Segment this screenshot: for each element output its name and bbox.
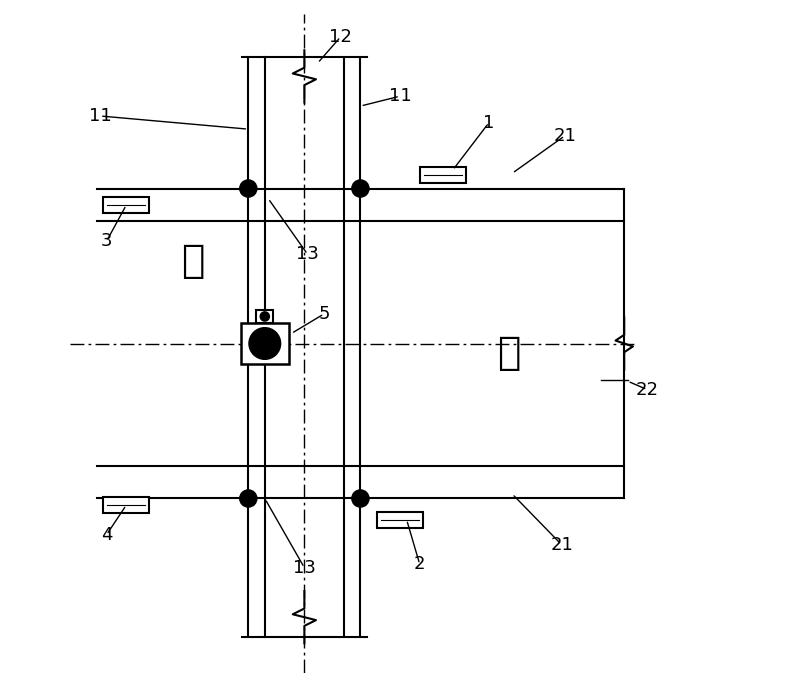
Bar <box>241 323 289 364</box>
Bar <box>103 497 150 513</box>
Text: 4: 4 <box>101 526 112 544</box>
Text: 13: 13 <box>296 245 319 264</box>
Circle shape <box>352 180 369 197</box>
Circle shape <box>249 328 281 359</box>
Bar <box>377 512 423 528</box>
Text: 21: 21 <box>550 536 573 554</box>
Circle shape <box>240 490 257 507</box>
Text: 21: 21 <box>554 126 576 145</box>
Circle shape <box>352 490 369 507</box>
Circle shape <box>240 180 257 197</box>
Text: 3: 3 <box>101 232 112 250</box>
Bar <box>420 168 466 183</box>
Text: 13: 13 <box>293 559 316 577</box>
Bar <box>103 197 150 213</box>
Text: 11: 11 <box>389 87 411 105</box>
Text: 12: 12 <box>330 27 352 46</box>
Text: 2: 2 <box>414 555 426 574</box>
Text: 11: 11 <box>89 107 111 125</box>
Text: 5: 5 <box>318 305 330 323</box>
Bar <box>256 310 274 323</box>
Circle shape <box>260 312 270 321</box>
Text: 1: 1 <box>483 113 494 132</box>
Text: 梁: 梁 <box>497 335 521 372</box>
Text: 22: 22 <box>636 381 659 398</box>
Text: 柱: 柱 <box>181 242 204 280</box>
